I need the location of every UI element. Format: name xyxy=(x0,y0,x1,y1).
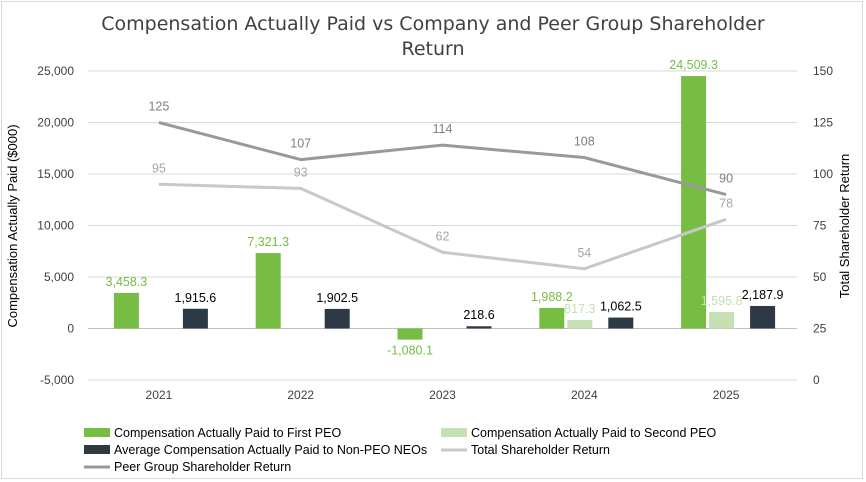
bar-data-label: 1,915.6 xyxy=(175,291,217,305)
legend-swatch xyxy=(84,445,110,454)
bar xyxy=(397,328,423,340)
line-data-label: 62 xyxy=(436,229,450,243)
bar xyxy=(709,312,735,329)
legend-label: Total Shareholder Return xyxy=(471,443,610,457)
bar-data-label: 1,595.8 xyxy=(701,294,743,308)
right-axis-tick-label: 0 xyxy=(813,373,820,387)
line-data-label: 125 xyxy=(148,100,169,114)
right-axis-ticks: 0 25 50 75 100 125 150 xyxy=(813,64,833,387)
bar xyxy=(608,317,634,329)
legend-label: Peer Group Shareholder Return xyxy=(114,460,291,474)
bar-data-label: -1,080.1 xyxy=(387,344,433,358)
chart-title: Compensation Actually Paid vs Company an… xyxy=(101,13,765,60)
bar xyxy=(324,308,350,329)
legend: Compensation Actually Paid to First PEO C… xyxy=(84,426,717,474)
x-axis-tick-label: 2022 xyxy=(287,388,314,402)
bar xyxy=(182,308,208,329)
series-line xyxy=(158,182,727,271)
line-series xyxy=(158,121,727,271)
bar-series xyxy=(113,76,776,340)
line-data-label: 93 xyxy=(294,165,308,179)
right-axis-title: Total Shareholder Return xyxy=(837,154,852,299)
right-axis-tick-label: 125 xyxy=(813,116,833,130)
right-axis-tick-label: 150 xyxy=(813,64,833,78)
left-axis-tick-label: 10,000 xyxy=(37,219,74,233)
left-axis-tick-label: 0 xyxy=(67,322,74,336)
right-axis-tick-label: 100 xyxy=(813,167,833,181)
right-axis-tick-label: 50 xyxy=(813,270,827,284)
x-axis-tick-label: 2025 xyxy=(713,388,740,402)
bar xyxy=(681,76,707,329)
line-data-label: 90 xyxy=(719,172,733,186)
line-data-label: 107 xyxy=(290,137,311,151)
line-data-label: 54 xyxy=(577,246,591,260)
right-axis-tick-label: 75 xyxy=(813,219,827,233)
bar-data-label: 1,062.5 xyxy=(600,300,642,314)
left-axis-tick-label: 20,000 xyxy=(37,116,74,130)
left-axis-title: Compensation Actually Paid ($000) xyxy=(5,124,20,327)
chart-title-line-1: Compensation Actually Paid vs Company an… xyxy=(101,13,765,35)
bar xyxy=(750,305,776,329)
data-labels: 3,458.3 7,321.3 -1,080.1 1,988.2 24,509.3 817… xyxy=(106,58,784,358)
bar xyxy=(567,320,593,329)
bar-data-label: 24,509.3 xyxy=(669,58,718,72)
bar-data-label: 817.3 xyxy=(564,302,595,316)
x-axis-ticks: 2021 2022 2023 2024 2025 xyxy=(146,388,740,402)
line-data-label: 95 xyxy=(152,161,166,175)
bar xyxy=(539,308,565,329)
chart-title-line-2: Return xyxy=(401,38,464,60)
x-axis-tick-label: 2024 xyxy=(571,388,598,402)
bar xyxy=(255,253,281,329)
legend-label: Compensation Actually Paid to First PEO xyxy=(114,426,341,440)
bar xyxy=(466,326,492,329)
line-data-label: 78 xyxy=(719,196,733,210)
bar-data-label: 1,902.5 xyxy=(316,291,358,305)
legend-swatch xyxy=(441,428,467,437)
left-axis-tick-label: 15,000 xyxy=(37,167,74,181)
series-line xyxy=(158,121,727,197)
line-data-label: 108 xyxy=(574,135,595,149)
bar-data-label: 7,321.3 xyxy=(247,235,289,249)
legend-label: Average Compensation Actually Paid to No… xyxy=(114,443,427,457)
bar-data-label: 3,458.3 xyxy=(106,275,148,289)
line-data-label: 114 xyxy=(433,122,453,136)
bar-data-label: 1,988.2 xyxy=(531,290,573,304)
x-axis-tick-label: 2023 xyxy=(429,388,456,402)
bar-data-label: 2,187.9 xyxy=(742,288,784,302)
x-axis-tick-label: 2021 xyxy=(146,388,173,402)
legend-swatch xyxy=(84,428,110,437)
bar-data-label: 218.6 xyxy=(463,308,494,322)
left-axis-tick-label: -5,000 xyxy=(40,373,74,387)
legend-label: Compensation Actually Paid to Second PEO xyxy=(471,426,717,440)
left-axis-tick-label: 5,000 xyxy=(44,270,74,284)
left-axis-ticks: -5,000 0 5,000 10,000 15,000 20,000 25,000 xyxy=(37,64,74,387)
right-axis-tick-label: 25 xyxy=(813,322,827,336)
bar xyxy=(113,292,139,329)
left-axis-tick-label: 25,000 xyxy=(37,64,74,78)
